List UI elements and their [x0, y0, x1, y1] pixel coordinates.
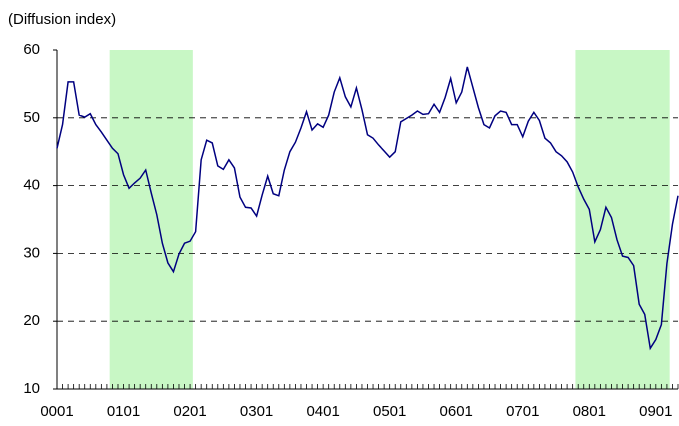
x-tick-label: 0901	[639, 403, 672, 420]
y-tick-label: 50	[23, 109, 40, 126]
y-tick-label: 20	[23, 312, 40, 329]
y-tick-label: 10	[23, 380, 40, 397]
x-tick-label: 0401	[306, 403, 339, 420]
data-line	[56, 66, 679, 351]
x-tick-label: 0001	[40, 403, 73, 420]
x-tick-label: 0201	[173, 403, 206, 420]
y-tick-label: 40	[23, 177, 40, 194]
y-axis-label: (Diffusion index)	[8, 11, 116, 28]
y-tick-label: 30	[23, 244, 40, 261]
recession-band	[109, 50, 193, 389]
x-tick-label: 0801	[573, 403, 606, 420]
x-tick-label: 0301	[240, 403, 273, 420]
x-tick-label: 0101	[107, 403, 140, 420]
x-tick-label: 0601	[440, 403, 473, 420]
x-tick-label: 0501	[373, 403, 406, 420]
y-tick-label: 60	[23, 41, 40, 58]
x-tick-label: 0701	[506, 403, 539, 420]
